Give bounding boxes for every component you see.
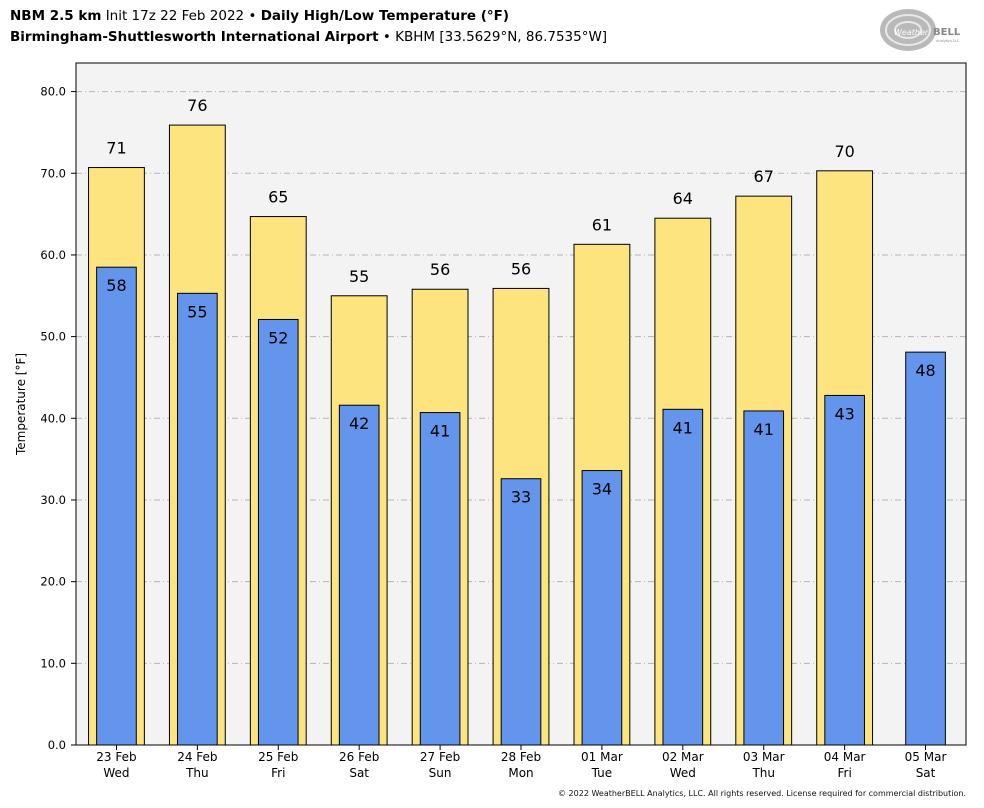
low-bar [177, 292, 218, 746]
low-value-label: 48 [915, 361, 935, 380]
low-bar [824, 394, 865, 746]
high-value-label: 56 [511, 259, 531, 278]
x-tick-label-day: Tue [591, 766, 613, 780]
x-tick-label-day: Wed [103, 766, 129, 780]
y-tick-label: 50.0 [40, 330, 66, 344]
product-name: Daily High/Low Temperature (°F) [260, 8, 510, 24]
y-tick-label: 20.0 [40, 575, 66, 589]
chart-header: NBM 2.5 km Init 17z 22 Feb 2022 • Daily … [10, 6, 607, 48]
separator: • [248, 8, 257, 24]
y-tick-label: 80.0 [40, 85, 66, 99]
x-tick-label-day: Thu [751, 766, 775, 780]
title-line-2: Birmingham-Shuttlesworth International A… [10, 27, 607, 48]
y-tick-label: 60.0 [40, 248, 66, 262]
low-bar [338, 404, 380, 746]
x-tick-label-date: 26 Feb [339, 750, 379, 764]
x-tick-label-day: Mon [508, 766, 533, 780]
x-tick-label-day: Wed [670, 766, 696, 780]
low-bar [96, 266, 137, 746]
low-value-label: 33 [511, 488, 531, 507]
x-tick-label-day: Thu [185, 766, 209, 780]
model-name: NBM 2.5 km [10, 8, 102, 24]
x-tick-label-date: 28 Feb [501, 750, 541, 764]
x-tick-label-date: 04 Mar [824, 750, 866, 764]
x-tick-label-date: 03 Mar [743, 750, 785, 764]
weatherbell-logo: Weather BELL Analytics LLC [880, 9, 961, 51]
low-bar [581, 470, 623, 746]
station-info: KBHM [33.5629°N, 86.7535°W] [395, 29, 608, 45]
low-bar [905, 351, 946, 746]
high-value-label: 67 [754, 167, 774, 186]
station-name: Birmingham-Shuttlesworth International A… [10, 29, 379, 45]
y-tick-label: 10.0 [40, 656, 66, 670]
low-value-label: 58 [106, 276, 126, 295]
y-tick-label: 0.0 [48, 738, 66, 752]
low-value-label: 41 [754, 420, 774, 439]
high-value-label: 76 [187, 96, 207, 115]
x-tick-label-day: Fri [271, 766, 285, 780]
logo-text-a: Weather [894, 28, 929, 37]
x-tick-label-date: 01 Mar [581, 750, 623, 764]
low-value-label: 55 [187, 302, 207, 321]
y-axis: 0.0 10.0 20.0 30.0 40.0 50.0 60.0 70.0 80.0 [40, 85, 76, 752]
copyright-footer: © 2022 WeatherBELL Analytics, LLC. All r… [558, 789, 966, 798]
high-value-label: 65 [268, 188, 288, 207]
high-value-label: 71 [106, 139, 126, 158]
low-value-label: 41 [430, 422, 450, 441]
low-value-label: 34 [592, 480, 612, 499]
x-tick-label-day: Sun [429, 766, 452, 780]
x-tick-label-day: Fri [837, 766, 851, 780]
separator: • [382, 29, 391, 45]
logo-sub: Analytics LLC [936, 39, 960, 43]
low-bar [743, 410, 785, 746]
low-bar [257, 318, 299, 746]
low-bar [500, 478, 542, 746]
low-bar [662, 408, 704, 746]
x-tick-label-date: 05 Mar [905, 750, 947, 764]
low-value-label: 42 [349, 414, 369, 433]
x-tick-label-day: Sat [916, 766, 936, 780]
y-axis-label: Temperature [°F] [14, 353, 28, 456]
low-value-label: 43 [834, 404, 854, 423]
high-value-label: 70 [834, 142, 854, 161]
high-value-label: 64 [673, 189, 693, 208]
high-value-label: 61 [592, 215, 612, 234]
bars: 71 58 76 55 65 52 55 42 56 41 56 33 61 34 64 41 67 41 70 43… [88, 96, 946, 746]
high-value-label: 55 [349, 267, 369, 286]
x-tick-label-date: 02 Mar [662, 750, 704, 764]
y-tick-label: 30.0 [40, 493, 66, 507]
low-value-label: 52 [268, 328, 288, 347]
low-value-label: 41 [673, 418, 693, 437]
x-tick-label-date: 24 Feb [177, 750, 217, 764]
x-tick-label-day: Sat [349, 766, 369, 780]
low-bar [419, 412, 461, 746]
title-line-1: NBM 2.5 km Init 17z 22 Feb 2022 • Daily … [10, 6, 607, 27]
x-tick-label-date: 23 Feb [96, 750, 136, 764]
y-tick-label: 40.0 [40, 411, 66, 425]
logo-text-b: BELL [933, 27, 961, 38]
x-axis: 23 Feb Wed 24 Feb Thu 25 Feb Fri 26 Feb Sat 27 F… [96, 745, 946, 780]
init-time: Init 17z 22 Feb 2022 [105, 8, 245, 24]
high-value-label: 56 [430, 260, 450, 279]
y-tick-label: 70.0 [40, 166, 66, 180]
x-tick-label-date: 25 Feb [258, 750, 298, 764]
x-tick-label-date: 27 Feb [420, 750, 460, 764]
